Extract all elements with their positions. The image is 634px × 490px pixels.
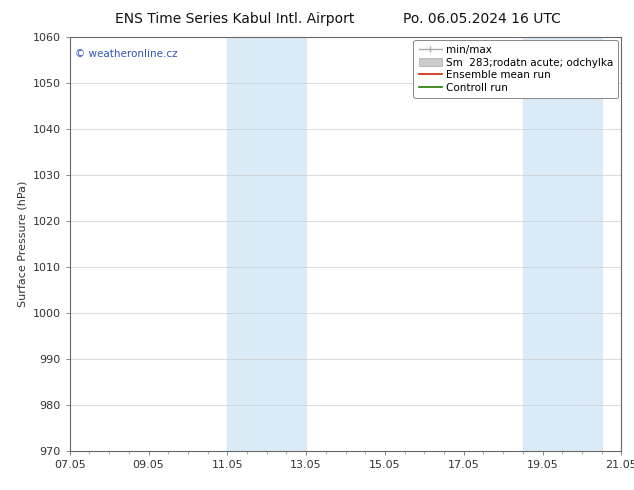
Y-axis label: Surface Pressure (hPa): Surface Pressure (hPa)	[17, 181, 27, 307]
Text: ENS Time Series Kabul Intl. Airport: ENS Time Series Kabul Intl. Airport	[115, 12, 354, 26]
Text: © weatheronline.cz: © weatheronline.cz	[75, 49, 178, 59]
Legend: min/max, Sm  283;rodatn acute; odchylka, Ensemble mean run, Controll run: min/max, Sm 283;rodatn acute; odchylka, …	[413, 40, 618, 98]
Bar	[228, 37, 306, 451]
Text: Po. 06.05.2024 16 UTC: Po. 06.05.2024 16 UTC	[403, 12, 561, 26]
Bar	[523, 37, 602, 451]
